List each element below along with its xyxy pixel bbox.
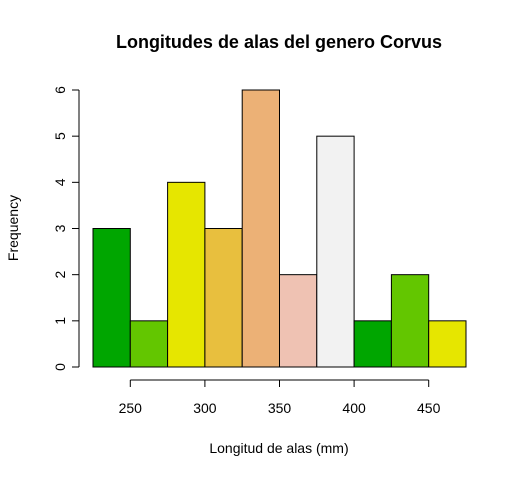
histogram-bar: [204, 228, 243, 368]
x-tick-label: 400: [342, 400, 366, 416]
histogram-bar: [241, 89, 280, 368]
y-tick-label: 6: [52, 86, 68, 94]
histogram-bar: [129, 320, 169, 368]
histogram-bar: [428, 320, 467, 368]
y-tick-label: 5: [52, 132, 68, 140]
histogram-bar: [92, 228, 131, 368]
bars-group: [92, 89, 467, 368]
x-tick-label: 450: [417, 400, 441, 416]
y-axis-label: Frequency: [5, 195, 21, 261]
y-tick-label: 0: [52, 363, 68, 371]
x-tick-label: 350: [268, 400, 292, 416]
histogram-bar: [390, 274, 430, 368]
x-tick-label: 250: [119, 400, 143, 416]
x-axis: 250 300 350 400 450: [119, 379, 441, 416]
histogram-bar: [279, 274, 318, 368]
histogram-bar: [316, 135, 355, 368]
x-tick-label: 300: [193, 400, 217, 416]
y-tick-label: 4: [52, 178, 68, 186]
histogram-bar: [353, 320, 392, 368]
y-axis: 0 1 2 3 4 5 6: [52, 86, 80, 371]
chart-title: Longitudes de alas del genero Corvus: [116, 32, 442, 52]
y-tick-label: 2: [52, 271, 68, 279]
y-tick-label: 1: [52, 317, 68, 325]
x-axis-label: Longitud de alas (mm): [209, 440, 348, 456]
histogram-bar: [167, 181, 206, 368]
y-tick-label: 3: [52, 224, 68, 232]
